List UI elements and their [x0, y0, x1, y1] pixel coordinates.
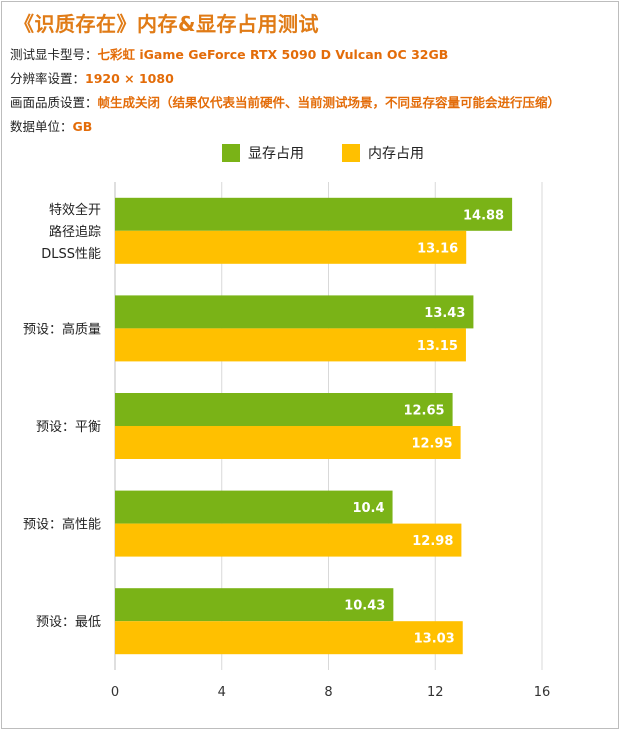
- x-tick-label: 0: [111, 685, 119, 700]
- info-gpu-model-value: 七彩虹 iGame GeForce RTX 5090 D Vulcan OC 3…: [97, 47, 449, 62]
- legend-item-vram: 显存占用: [222, 143, 304, 163]
- bar-ram: [115, 523, 462, 557]
- bar-vram: [115, 490, 393, 524]
- data-label: 13.43: [424, 306, 465, 321]
- x-tick-label: 12: [427, 685, 444, 700]
- x-tick-label: 16: [534, 685, 551, 700]
- info-unit-value: GB: [72, 119, 93, 134]
- bar-vram: [115, 393, 453, 426]
- legend-swatch-ram: [342, 144, 360, 162]
- data-label: 12.65: [403, 404, 444, 419]
- legend-label-ram: 内存占用: [368, 146, 424, 162]
- data-label: 13.03: [414, 632, 455, 647]
- info-resolution: 分辨率设置：1920 × 1080: [10, 68, 174, 87]
- bar-ram: [115, 621, 463, 655]
- info-resolution-label: 分辨率设置：: [10, 71, 86, 86]
- x-tick-label: 4: [218, 685, 226, 700]
- category-label: 路径追踪: [49, 224, 101, 240]
- info-unit: 数据单位：GB: [10, 116, 92, 135]
- info-quality-value: 帧生成关闭（结果仅代表当前硬件、当前测试场景，不同显存容量可能会进行压缩）: [97, 95, 561, 110]
- legend-label-vram: 显存占用: [248, 146, 304, 162]
- category-label: 预设：最低: [36, 615, 101, 630]
- data-label: 10.43: [344, 599, 385, 614]
- bar-vram: [115, 197, 513, 231]
- data-label: 12.95: [411, 437, 452, 452]
- bar-ram: [115, 328, 466, 362]
- info-resolution-value: 1920 × 1080: [85, 71, 174, 86]
- bar-vram: [115, 588, 394, 622]
- chart-legend: 显存占用 内存占用: [0, 143, 620, 165]
- bar-ram: [115, 230, 467, 264]
- chart-title: 《识质存在》内存&显存占用测试: [14, 12, 319, 36]
- data-label: 14.88: [463, 208, 504, 223]
- bar-vram: [115, 295, 474, 329]
- data-label: 10.4: [352, 501, 384, 516]
- info-unit-label: 数据单位：: [10, 119, 73, 134]
- info-gpu-model-label: 测试显卡型号：: [10, 47, 98, 62]
- category-label: DLSS性能: [41, 247, 101, 262]
- legend-item-ram: 内存占用: [342, 143, 424, 163]
- category-label: 预设：平衡: [36, 420, 101, 435]
- info-quality-label: 画面品质设置：: [10, 95, 98, 110]
- category-label: 预设：高性能: [23, 517, 101, 533]
- legend-swatch-vram: [222, 144, 240, 162]
- data-label: 13.16: [417, 241, 458, 256]
- category-label: 预设：高质量: [23, 321, 101, 337]
- data-label: 13.15: [417, 339, 458, 354]
- info-quality: 画面品质设置：帧生成关闭（结果仅代表当前硬件、当前测试场景，不同显存容量可能会进…: [10, 92, 560, 111]
- x-tick-label: 8: [324, 685, 332, 700]
- bar-ram: [115, 426, 461, 459]
- info-gpu-model: 测试显卡型号：七彩虹 iGame GeForce RTX 5090 D Vulc…: [10, 44, 448, 63]
- data-label: 12.98: [412, 534, 453, 549]
- category-label: 特效全开: [49, 202, 101, 218]
